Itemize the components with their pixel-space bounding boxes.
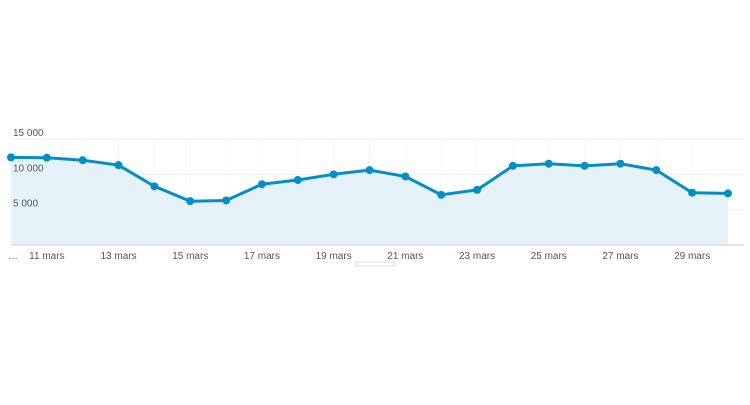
data-point[interactable] — [7, 153, 15, 162]
y-tick-label: 10 000 — [13, 163, 44, 174]
data-point[interactable] — [365, 166, 374, 175]
x-tick-label: 29 mars — [674, 251, 710, 262]
y-tick-label: 15 000 — [13, 128, 44, 139]
x-tick-label: 23 mars — [459, 251, 495, 262]
area-fill — [11, 157, 728, 245]
x-tick-label: 19 mars — [316, 251, 352, 262]
data-point[interactable] — [508, 161, 517, 170]
x-tick-label: 21 mars — [387, 251, 423, 262]
chart-scroll-handle[interactable] — [354, 261, 396, 267]
data-point[interactable] — [401, 172, 410, 181]
data-point[interactable] — [473, 185, 482, 194]
data-point[interactable] — [114, 161, 123, 170]
x-tick-label: 17 mars — [244, 251, 280, 262]
x-tick-label: 11 mars — [29, 251, 64, 262]
data-point[interactable] — [329, 170, 338, 179]
x-tick-label: 13 mars — [100, 251, 136, 262]
data-point[interactable] — [257, 180, 266, 189]
x-tick-label: 25 mars — [531, 251, 567, 262]
data-point[interactable] — [544, 159, 553, 168]
data-points — [7, 153, 732, 206]
y-tick-label: 5 000 — [13, 199, 38, 210]
x-tick-label: 27 mars — [602, 251, 638, 262]
data-point[interactable] — [293, 175, 302, 184]
data-point[interactable] — [724, 189, 732, 198]
data-point[interactable] — [42, 153, 51, 162]
data-point[interactable] — [616, 159, 625, 168]
data-point[interactable] — [78, 156, 87, 165]
x-tick-label: 15 mars — [172, 251, 208, 262]
data-point[interactable] — [652, 166, 661, 175]
data-point[interactable] — [437, 190, 446, 199]
x-axis-tick-labels: 11 mars 13 mars 15 mars 17 mars 19 mars 21 ma… — [29, 251, 710, 262]
x-axis-start-label: … — [8, 251, 18, 262]
data-point[interactable] — [222, 196, 231, 205]
data-point[interactable] — [186, 197, 195, 206]
data-point[interactable] — [150, 182, 159, 191]
data-point[interactable] — [688, 188, 697, 197]
data-point[interactable] — [580, 161, 589, 170]
y-axis-tick-labels: 5 000 10 000 15 000 — [13, 128, 44, 210]
